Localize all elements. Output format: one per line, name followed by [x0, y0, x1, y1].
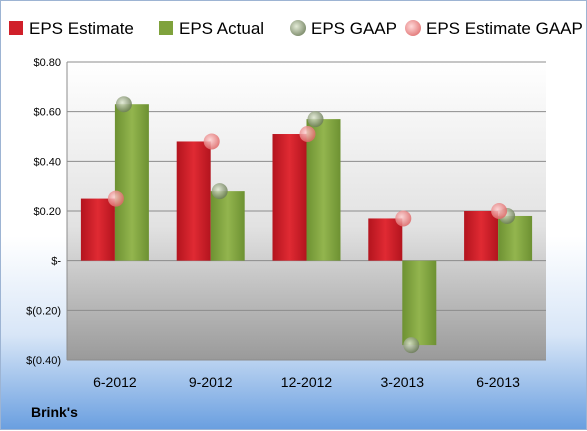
eps-estimate-gaap-marker	[299, 126, 316, 143]
legend-eps-gaap-label: EPS GAAP	[311, 19, 397, 38]
eps-actual-bar	[114, 104, 149, 261]
y-tick-label: $0.80	[33, 57, 61, 69]
eps-estimate-bar	[464, 211, 499, 261]
y-tick-label: $(0.20)	[26, 305, 61, 317]
eps-estimate-gaap-marker	[107, 190, 124, 207]
eps-estimate-gaap-marker	[491, 203, 508, 219]
x-tick-label: 6-2013	[476, 374, 520, 390]
y-tick-label: $0.60	[33, 107, 61, 119]
legend-eps-gaap-swatch	[290, 20, 306, 36]
x-tick-label: 3-2013	[381, 374, 425, 390]
eps-gaap-marker	[307, 111, 324, 128]
eps-estimate-bar	[368, 218, 403, 261]
company-label: Brink's	[31, 404, 78, 420]
eps-actual-bar	[210, 191, 245, 261]
eps-gaap-marker	[403, 337, 420, 354]
markers	[107, 96, 516, 354]
legend-eps-actual-swatch	[159, 21, 173, 35]
legend-eps-estimate-label: EPS Estimate	[29, 19, 134, 38]
eps-actual-bar	[498, 215, 533, 261]
eps-actual-bar	[306, 119, 341, 261]
legend-eps-estimate-swatch	[9, 21, 23, 35]
x-tick-label: 9-2012	[189, 374, 233, 390]
y-tick-label: $0.40	[33, 156, 61, 168]
y-tick-label: $(0.40)	[26, 355, 61, 367]
x-tick-label: 6-2012	[93, 374, 137, 390]
y-tick-label: $0.20	[33, 206, 61, 218]
x-tick-label: 12-2012	[281, 374, 333, 390]
legend: EPS Estimate EPS Actual EPS GAAP EPS Estima…	[9, 19, 583, 38]
legend-eps-estimate-gaap-swatch	[405, 20, 421, 36]
bars	[80, 104, 533, 346]
eps-estimate-bar	[80, 198, 115, 261]
eps-estimate-gaap-marker	[395, 210, 412, 227]
y-tick-label: $-	[51, 256, 61, 268]
eps-gaap-marker	[211, 183, 228, 200]
eps-estimate-gaap-marker	[203, 133, 220, 150]
eps-actual-bar	[402, 260, 437, 346]
legend-eps-estimate-gaap-label: EPS Estimate GAAP	[426, 19, 583, 38]
y-axis: $0.80 $0.60 $0.40 $0.20 $- $(0.20) $(0.40)	[26, 57, 68, 367]
eps-estimate-bar	[272, 134, 307, 261]
eps-estimate-bar	[176, 141, 211, 261]
eps-gaap-marker	[115, 96, 132, 113]
x-axis: 6-2012 9-2012 12-2012 3-2013 6-2013	[93, 374, 520, 390]
legend-eps-actual-label: EPS Actual	[179, 19, 264, 38]
